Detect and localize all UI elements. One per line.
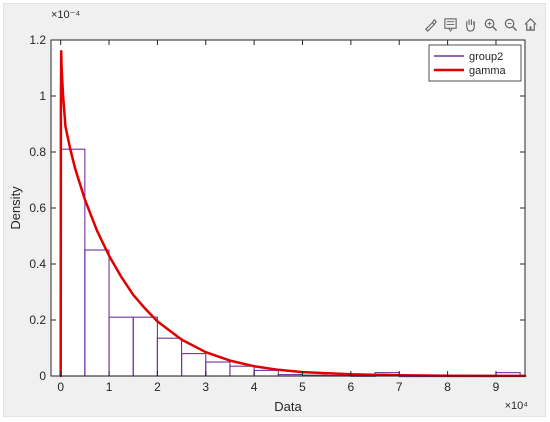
y-tick-label: 0.6 — [29, 201, 46, 215]
legend-label-gamma: gamma — [469, 65, 507, 77]
x-tick-label: 2 — [154, 380, 161, 394]
x-tick-label: 1 — [106, 380, 113, 394]
y-tick-label: 0 — [39, 369, 46, 383]
pan-icon[interactable] — [462, 16, 479, 33]
x-tick-label: 6 — [348, 380, 355, 394]
x-tick-label: 9 — [493, 380, 500, 394]
plot-area — [51, 40, 525, 376]
zoom-out-icon[interactable] — [502, 16, 519, 33]
zoom-in-icon[interactable] — [482, 16, 499, 33]
gamma-curve-layer — [59, 49, 527, 378]
axes-toolbar — [422, 16, 539, 33]
datatip-icon[interactable] — [442, 16, 459, 33]
x-tick-label: 0 — [57, 380, 64, 394]
x-tick-label: 4 — [251, 380, 258, 394]
x-exponent-label: ×10⁴ — [505, 400, 529, 412]
y-axis-label: Density — [8, 186, 23, 230]
home-icon[interactable] — [522, 16, 539, 33]
y-tick-label: 0.8 — [29, 145, 46, 159]
legend[interactable]: group2 gamma — [428, 44, 522, 82]
y-tick-label: 0.2 — [29, 313, 46, 327]
x-tick-label: 5 — [299, 380, 306, 394]
y-tick-label: 1 — [39, 89, 46, 103]
gamma-curve — [59, 49, 527, 378]
legend-box — [428, 44, 522, 82]
y-tick-label: 1.2 — [29, 33, 46, 47]
x-tick-label: 7 — [396, 380, 403, 394]
x-tick-label: 8 — [444, 380, 451, 394]
brush-icon[interactable] — [422, 16, 439, 33]
x-tick-label: 3 — [202, 380, 209, 394]
y-exponent-label: ×10⁻⁴ — [51, 9, 80, 21]
y-tick-label: 0.4 — [29, 257, 46, 271]
legend-label-group2: group2 — [469, 51, 503, 63]
x-axis-label: Data — [274, 399, 302, 414]
axis-ticks: 0 1 2 3 4 5 6 7 8 9 0 0.2 0.4 0.6 0.8 1 1.2 — [29, 33, 525, 394]
